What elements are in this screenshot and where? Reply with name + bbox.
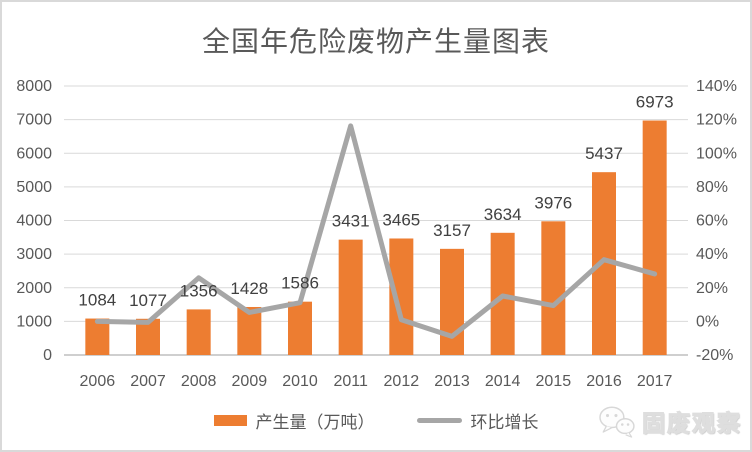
- bar-2017: [642, 120, 667, 356]
- bar-value-label: 3431: [332, 212, 370, 231]
- bar-2008: [186, 309, 211, 355]
- right-axis-tick-label: 120%: [696, 112, 737, 129]
- bar-value-label: 1356: [180, 281, 218, 300]
- legend-item-production: 产生量（万吨）: [213, 408, 375, 433]
- x-axis-category-label: 2006: [80, 373, 116, 390]
- right-axis-tick-label: 140%: [696, 78, 737, 95]
- bar-2011: [338, 239, 363, 355]
- bar-value-label: 1084: [78, 291, 116, 310]
- right-axis-tick-label: 60%: [696, 213, 728, 230]
- bar-value-label: 1077: [129, 291, 167, 310]
- bar-2009: [237, 306, 262, 355]
- left-axis-tick-label: 2000: [16, 280, 52, 297]
- left-axis-tick-label: 5000: [16, 179, 52, 196]
- right-axis-tick-label: 80%: [696, 179, 728, 196]
- x-axis-category-label: 2016: [586, 373, 622, 390]
- right-axis-tick-label: -20%: [696, 347, 733, 364]
- wechat-icon: [599, 406, 635, 438]
- left-axis-tick-label: 4000: [16, 213, 52, 230]
- bar-value-label: 3157: [433, 221, 471, 240]
- bar-value-label: 5437: [585, 144, 623, 163]
- bar-value-label: 3976: [534, 193, 572, 212]
- bar-value-label: 1586: [281, 274, 319, 293]
- watermark: 固废观察: [598, 404, 742, 438]
- growth-line: [94, 123, 658, 339]
- left-axis-tick-label: 7000: [16, 112, 52, 129]
- x-axis-category-label: 2013: [434, 373, 470, 390]
- x-axis-category-label: 2017: [637, 373, 673, 390]
- left-axis-tick-label: 8000: [16, 78, 52, 95]
- x-axis-category-label: 2007: [130, 373, 166, 390]
- bar-value-label: 1428: [230, 279, 268, 298]
- right-axis-tick-label: 0%: [696, 313, 719, 330]
- x-axis-category-label: 2015: [536, 373, 572, 390]
- bar-2010: [288, 301, 312, 355]
- bar-2006: [85, 318, 110, 355]
- x-axis-category-label: 2009: [232, 373, 268, 390]
- right-axis-tick-label: 20%: [696, 280, 728, 297]
- legend-line-label: 环比增长: [470, 413, 539, 432]
- bar-2015: [541, 221, 566, 355]
- x-axis-category-label: 2011: [333, 373, 368, 390]
- left-axis-tick-label: 6000: [16, 145, 52, 162]
- watermark-text: 固废观察: [642, 410, 742, 437]
- bar-series-swatch: [213, 415, 247, 426]
- left-axis-tick-label: 3000: [16, 246, 52, 263]
- x-axis-category-label: 2008: [181, 373, 217, 390]
- legend-bar-label: 产生量（万吨）: [255, 413, 375, 432]
- line-series-swatch: [416, 418, 462, 423]
- chart-title: 全国年危险废物产生量图表: [201, 26, 550, 57]
- x-axis-category-label: 2014: [485, 373, 521, 390]
- x-axis-category-label: 2012: [384, 373, 420, 390]
- legend-item-growth: 环比增长: [416, 408, 539, 433]
- bar-2013: [440, 248, 464, 355]
- left-axis-tick-label: 0: [43, 347, 52, 364]
- right-axis-tick-label: 40%: [696, 246, 728, 263]
- bar-value-label: 6973: [636, 93, 674, 112]
- x-axis-category-label: 2010: [282, 373, 318, 390]
- bar-value-label: 3465: [382, 210, 420, 229]
- right-axis-tick-label: 100%: [696, 145, 737, 162]
- chart-legend: 产生量（万吨） 环比增长: [2, 408, 750, 433]
- bar-value-label: 3634: [484, 205, 522, 224]
- left-axis-tick-label: 1000: [16, 313, 52, 330]
